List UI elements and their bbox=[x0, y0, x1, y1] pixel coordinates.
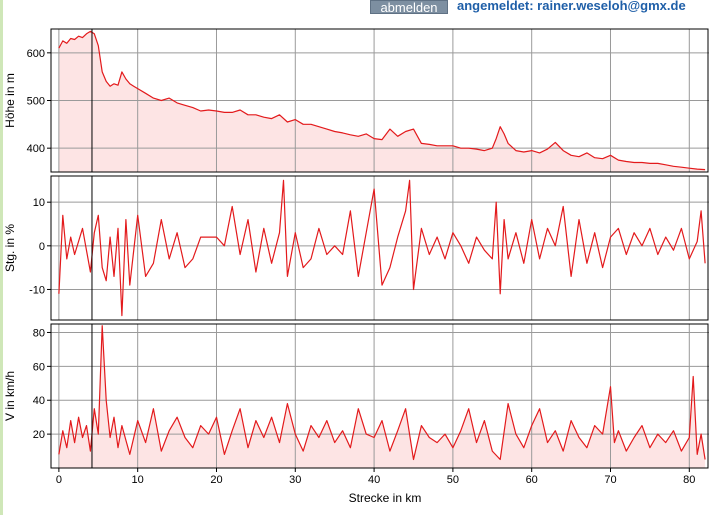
y-tick-label: 80 bbox=[33, 327, 45, 339]
y-tick-label: -10 bbox=[29, 284, 45, 296]
y-axis-label: Stg. in % bbox=[3, 224, 17, 272]
y-tick-label: 10 bbox=[33, 197, 45, 209]
x-tick-label: 80 bbox=[683, 474, 695, 486]
series-area-fill bbox=[58, 325, 706, 468]
y-axis-label: V in km/h bbox=[3, 371, 17, 421]
login-status: angemeldet: rainer.weseloh@gmx.de bbox=[457, 0, 686, 13]
x-tick-label: 40 bbox=[368, 474, 380, 486]
x-tick-label: 70 bbox=[604, 474, 616, 486]
left-border-strip bbox=[0, 0, 3, 515]
x-tick-label: 60 bbox=[526, 474, 538, 486]
y-tick-label: 600 bbox=[27, 48, 45, 60]
y-tick-label: 60 bbox=[33, 361, 45, 373]
plot-background bbox=[51, 176, 709, 320]
x-tick-label: 10 bbox=[132, 474, 144, 486]
plot-frame bbox=[50, 175, 709, 321]
y-axis-label: Höhe in m bbox=[3, 73, 17, 128]
series-line bbox=[58, 30, 706, 171]
panel-0: 400 500 600 Höhe in m bbox=[3, 28, 709, 173]
x-tick-label: 30 bbox=[289, 474, 301, 486]
series-line bbox=[58, 325, 706, 461]
logout-button[interactable]: abmelden bbox=[370, 0, 448, 15]
x-tick-label: 50 bbox=[447, 474, 459, 486]
y-tick-label: 400 bbox=[27, 143, 45, 155]
y-tick-label: 0 bbox=[39, 241, 45, 253]
panel-1: -10 0 10 Stg. in % bbox=[3, 175, 709, 321]
panel-2: 20 40 60 80 V in km/h 0 10 20 30 40 50 60 70 80 Streck… bbox=[3, 323, 709, 505]
series-area-fill bbox=[58, 31, 706, 173]
y-tick-label: 20 bbox=[33, 429, 45, 441]
x-tick-label: 0 bbox=[56, 474, 62, 486]
y-tick-label: 500 bbox=[27, 96, 45, 108]
plot-frame bbox=[50, 323, 709, 469]
x-axis-label: Strecke in km bbox=[349, 491, 422, 505]
series-line bbox=[58, 179, 706, 317]
plot-frame bbox=[50, 28, 709, 173]
y-tick-label: 40 bbox=[33, 395, 45, 407]
x-tick-label: 20 bbox=[210, 474, 222, 486]
